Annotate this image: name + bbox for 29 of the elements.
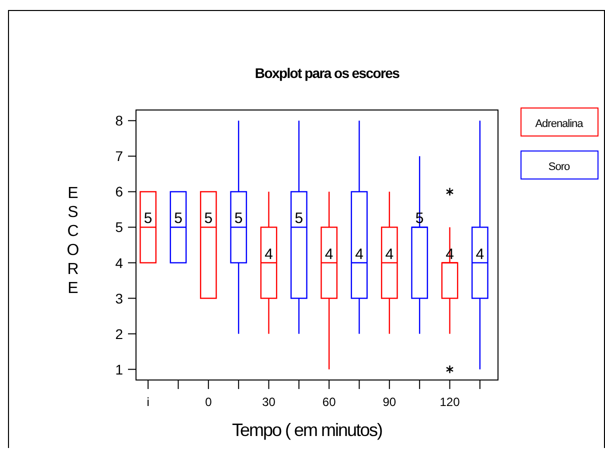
text: 5 — [234, 210, 243, 228]
y-tick-label: 8 — [115, 112, 124, 129]
text: Soro — [548, 161, 570, 173]
text: 4 — [385, 246, 394, 263]
y-axis-title: ESCORE — [66, 185, 80, 297]
x-tick-label: i — [146, 395, 150, 409]
x-axis-title: Tempo ( em minutos) — [232, 420, 382, 440]
text: 4 — [264, 246, 273, 263]
text: 5 — [144, 210, 152, 228]
x-tick-label: 90 — [382, 395, 396, 409]
y-tick-label: 7 — [115, 148, 124, 164]
y-tick-label: 5 — [115, 219, 124, 236]
text: Adrenalina — [535, 118, 584, 130]
text: 5 — [294, 210, 304, 228]
text: 4 — [324, 246, 334, 263]
y-tick-label: 6 — [115, 184, 124, 200]
text: 4 — [355, 246, 364, 263]
text: 5 — [204, 210, 213, 228]
y-tick-label: 4 — [115, 254, 124, 271]
chart-title: Boxplot para os escores — [254, 65, 400, 81]
x-tick-label: 30 — [262, 395, 276, 409]
x-tick-label: 60 — [322, 395, 336, 409]
y-tick-label: 1 — [115, 361, 124, 378]
x-tick-label: 0 — [205, 395, 212, 409]
text: 5 — [174, 210, 182, 228]
y-tick-label: 2 — [115, 326, 124, 342]
text: 4 — [476, 246, 484, 263]
x-tick-label: 120 — [440, 395, 460, 409]
y-tick-label: 3 — [115, 290, 124, 306]
